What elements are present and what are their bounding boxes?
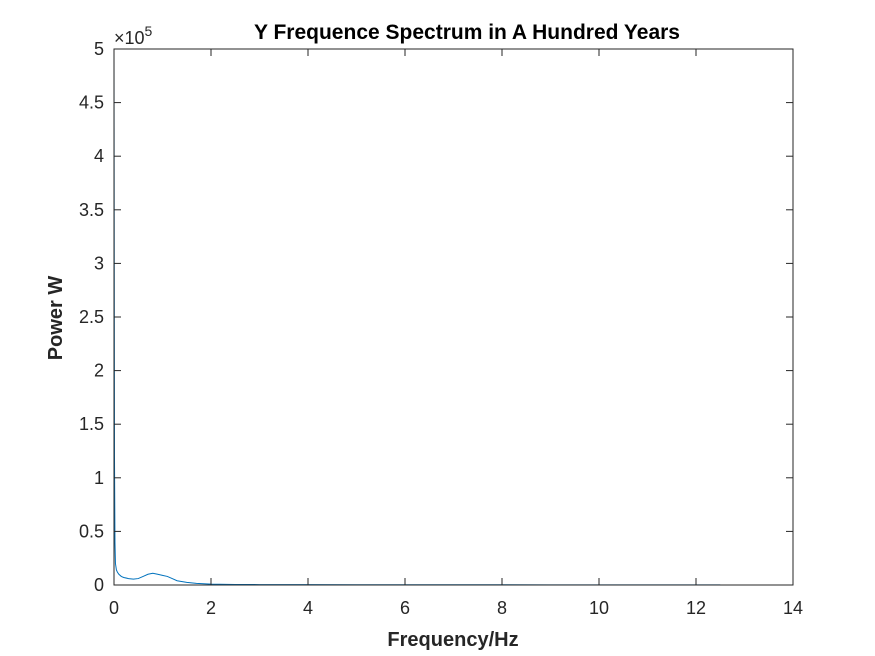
y-tick-label: 1.5 <box>79 414 104 434</box>
x-axis-label: Frequency/Hz <box>387 629 518 651</box>
y-tick-label: 1 <box>94 468 104 488</box>
y-exponent-power: 5 <box>145 23 153 39</box>
y-tick-label: 5 <box>94 39 104 59</box>
x-tick-label: 14 <box>783 598 803 618</box>
y-tick-label: 2 <box>94 361 104 381</box>
plot-area <box>114 49 793 585</box>
y-tick-label: 0 <box>94 575 104 595</box>
x-tick-label: 6 <box>400 598 410 618</box>
x-tick-label: 10 <box>589 598 609 618</box>
y-tick-label: 4.5 <box>79 93 104 113</box>
x-tick-label: 8 <box>497 598 507 618</box>
y-tick-label: 0.5 <box>79 521 104 541</box>
axis-tick-labels: 0 2 4 6 8 10 12 14 0 0.5 1 1.5 2 2.5 3 3.5 4 4.5 5 <box>79 39 803 618</box>
y-tick-label: 4 <box>94 146 104 166</box>
x-tick-label: 0 <box>109 598 119 618</box>
y-exponent-prefix: ×10 <box>114 28 145 48</box>
x-tick-label: 2 <box>206 598 216 618</box>
plot-box <box>113 48 794 586</box>
y-exponent-label: ×105 <box>114 23 153 48</box>
y-tick-label: 2.5 <box>79 307 104 327</box>
y-axis-label: Power W <box>45 276 67 361</box>
y-tick-label: 3 <box>94 253 104 273</box>
chart-title: Y Frequence Spectrum in A Hundred Years <box>254 21 680 44</box>
x-tick-label: 4 <box>303 598 313 618</box>
x-tick-label: 12 <box>686 598 706 618</box>
y-tick-label: 3.5 <box>79 200 104 220</box>
